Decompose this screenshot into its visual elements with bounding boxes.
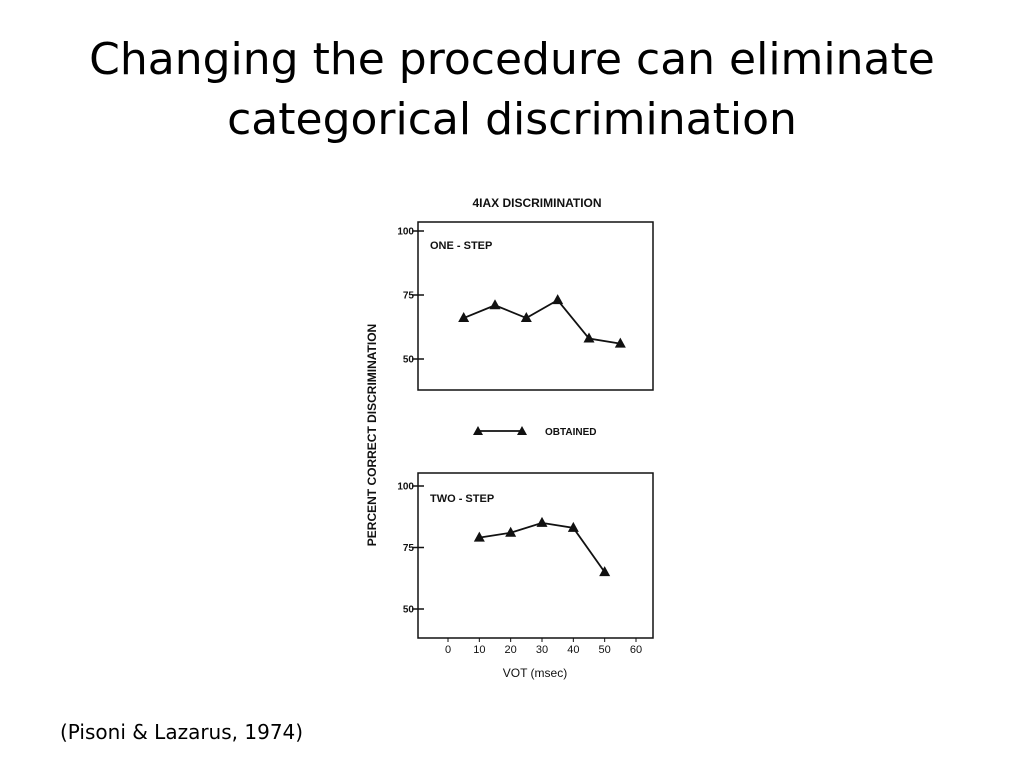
panel-two-point-10 xyxy=(473,531,485,542)
x-tick-label-50: 50 xyxy=(599,644,611,656)
slide-title-line-1: Changing the procedure can eliminate xyxy=(89,34,935,85)
x-tick-label-40: 40 xyxy=(567,644,579,656)
panel-one-point-45 xyxy=(583,332,595,343)
panel-two-series-line xyxy=(479,521,606,573)
panel-two-label: TWO - STEP xyxy=(430,493,494,505)
panel-one-label: ONE - STEP xyxy=(430,240,492,252)
legend-marker-left xyxy=(473,426,483,435)
x-tick-label-0: 0 xyxy=(445,644,451,656)
slide-title-line-2: categorical discrimination xyxy=(227,94,797,145)
panel-one-point-25 xyxy=(520,312,532,323)
panel-two-y-tick-label-75: 75 xyxy=(403,543,415,554)
panel-two-frame xyxy=(417,472,654,639)
panel-one-y-tick-label-75: 75 xyxy=(403,291,415,302)
panel-two-y-tick-label-50: 50 xyxy=(403,605,415,616)
x-axis-ticks: 0 10 20 30 40 50 60 xyxy=(445,638,642,656)
legend-marker-right xyxy=(517,426,527,435)
panel-one-step: ONE - STEP 50 75 100 xyxy=(397,221,654,391)
panel-two-point-20 xyxy=(505,526,517,537)
panel-one-point-5 xyxy=(458,312,470,323)
x-tick-label-20: 20 xyxy=(505,644,517,656)
x-tick-label-60: 60 xyxy=(630,644,642,656)
slide-title: Changing the procedure can eliminate cat… xyxy=(0,30,1024,150)
panel-one-series-line xyxy=(463,298,621,345)
legend: OBTAINED xyxy=(473,426,596,438)
y-axis-label: PERCENT CORRECT DISCRIMINATION xyxy=(365,324,379,546)
panel-one-y-tick-label-100: 100 xyxy=(397,227,414,238)
panel-one-frame xyxy=(417,221,654,391)
panel-two-point-30 xyxy=(536,516,548,527)
panel-two-point-40 xyxy=(567,521,579,532)
panel-one-point-15 xyxy=(489,299,501,310)
citation: (Pisoni & Lazarus, 1974) xyxy=(60,720,304,744)
panel-two-y-tick-label-100: 100 xyxy=(397,482,414,493)
legend-label: OBTAINED xyxy=(545,427,596,438)
panel-two-point-50 xyxy=(599,566,611,577)
x-axis-label: VOT (msec) xyxy=(503,666,567,680)
panel-one-point-55 xyxy=(614,337,626,348)
panel-one-point-35 xyxy=(552,294,564,305)
chart-title: 4IAX DISCRIMINATION xyxy=(472,196,601,210)
x-tick-label-30: 30 xyxy=(536,644,548,656)
panel-two-step: TWO - STEP 50 75 100 xyxy=(397,472,654,639)
panel-one-y-tick-label-50: 50 xyxy=(403,355,415,366)
x-tick-label-10: 10 xyxy=(473,644,485,656)
